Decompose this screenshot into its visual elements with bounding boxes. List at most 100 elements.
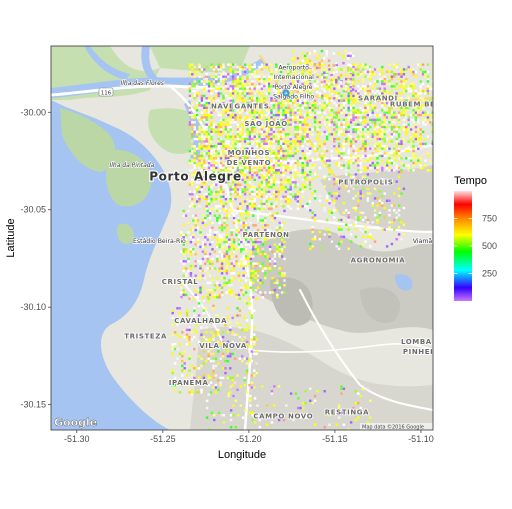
heat-cell [376, 99, 379, 102]
heat-cell [345, 142, 348, 146]
heat-cell [215, 166, 218, 170]
heat-cell [424, 118, 427, 122]
heat-cell [337, 76, 340, 79]
heat-cell [231, 87, 235, 90]
heat-cell [255, 157, 259, 160]
heat-cell [270, 128, 273, 131]
heat-cell [215, 106, 218, 110]
heat-cell [219, 343, 222, 346]
heat-cell [393, 73, 396, 76]
heat-cell [236, 161, 240, 165]
heat-cell [335, 94, 338, 98]
heat-cell [373, 133, 377, 136]
heat-cell [291, 59, 295, 62]
heat-cell [220, 291, 224, 294]
heat-cell [364, 216, 367, 219]
heat-cell [222, 181, 225, 184]
heat-cell [277, 94, 280, 98]
heat-cell [383, 113, 386, 117]
heat-cell [248, 297, 251, 300]
heat-cell [203, 94, 206, 98]
heat-cell [250, 316, 254, 320]
heat-cell [219, 190, 223, 194]
heat-cell [272, 137, 276, 141]
heat-cell [393, 204, 396, 207]
heat-cell [236, 137, 240, 141]
heat-cell [320, 64, 324, 67]
heat-cell [266, 236, 269, 239]
heat-cell [282, 99, 285, 102]
heat-cell [289, 111, 292, 114]
heat-cell [200, 135, 204, 138]
heat-cell [316, 85, 319, 88]
heat-cell [200, 111, 204, 114]
heat-cell [282, 157, 285, 160]
heat-cell [364, 106, 367, 110]
heat-cell [248, 133, 252, 136]
heat-cell [421, 147, 425, 150]
heat-cell [378, 214, 382, 217]
heat-cell [291, 140, 295, 143]
heat-cell [306, 106, 309, 110]
heat-cell [248, 130, 252, 134]
heat-cell [337, 242, 341, 246]
heat-cell [381, 65, 384, 69]
heat-cell [265, 92, 268, 95]
heat-cell [217, 113, 220, 117]
heat-cell [227, 392, 230, 395]
heat-cell [390, 111, 394, 114]
heat-cell [261, 252, 265, 256]
heat-cell [340, 392, 343, 395]
heat-cell [395, 125, 398, 129]
heat-cell [345, 99, 348, 102]
heat-cell [260, 181, 264, 184]
heat-cell [381, 104, 384, 107]
heat-cell [313, 145, 317, 148]
heat-cell [400, 80, 403, 83]
heat-cell [246, 202, 249, 206]
heat-cell [347, 142, 350, 146]
heat-cell [325, 116, 329, 119]
heat-cell [256, 240, 260, 244]
heat-cell [260, 137, 264, 141]
heat-cell [217, 99, 220, 102]
heat-cell [182, 291, 185, 294]
heat-cell [260, 135, 264, 138]
heat-cell [366, 387, 370, 390]
heat-cell [321, 73, 324, 76]
heat-cell [222, 101, 225, 105]
heat-cell [287, 113, 290, 117]
heat-cell [299, 140, 302, 143]
heat-cell [349, 175, 353, 178]
heat-cell [393, 106, 396, 110]
heat-cell [357, 68, 360, 71]
heat-cell [259, 281, 262, 285]
heat-cell [267, 137, 271, 141]
heat-cell [402, 70, 406, 74]
heat-cell [301, 183, 304, 186]
heat-cell [275, 125, 278, 129]
heat-cell [222, 73, 225, 76]
heat-cell [291, 161, 295, 165]
heat-cell [354, 154, 358, 158]
heat-cell [309, 113, 312, 117]
heat-cell [342, 387, 346, 390]
heat-cell [205, 338, 208, 341]
heat-cell [279, 173, 283, 177]
heat-cell [383, 104, 386, 107]
heat-cell [215, 183, 218, 186]
heat-cell [264, 228, 267, 232]
heat-cell [246, 82, 249, 86]
heat-cell [357, 89, 360, 93]
heat-cell [426, 63, 430, 66]
heat-cell [397, 218, 401, 222]
heat-cell [227, 94, 230, 98]
heat-cell [289, 75, 292, 78]
map-label: DE VENTO [227, 159, 272, 167]
heat-cell [188, 169, 192, 172]
heat-cell [400, 145, 403, 148]
heat-cell [193, 376, 196, 380]
heat-cell [203, 195, 206, 198]
heat-cell [393, 192, 396, 195]
heat-cell [251, 106, 254, 110]
